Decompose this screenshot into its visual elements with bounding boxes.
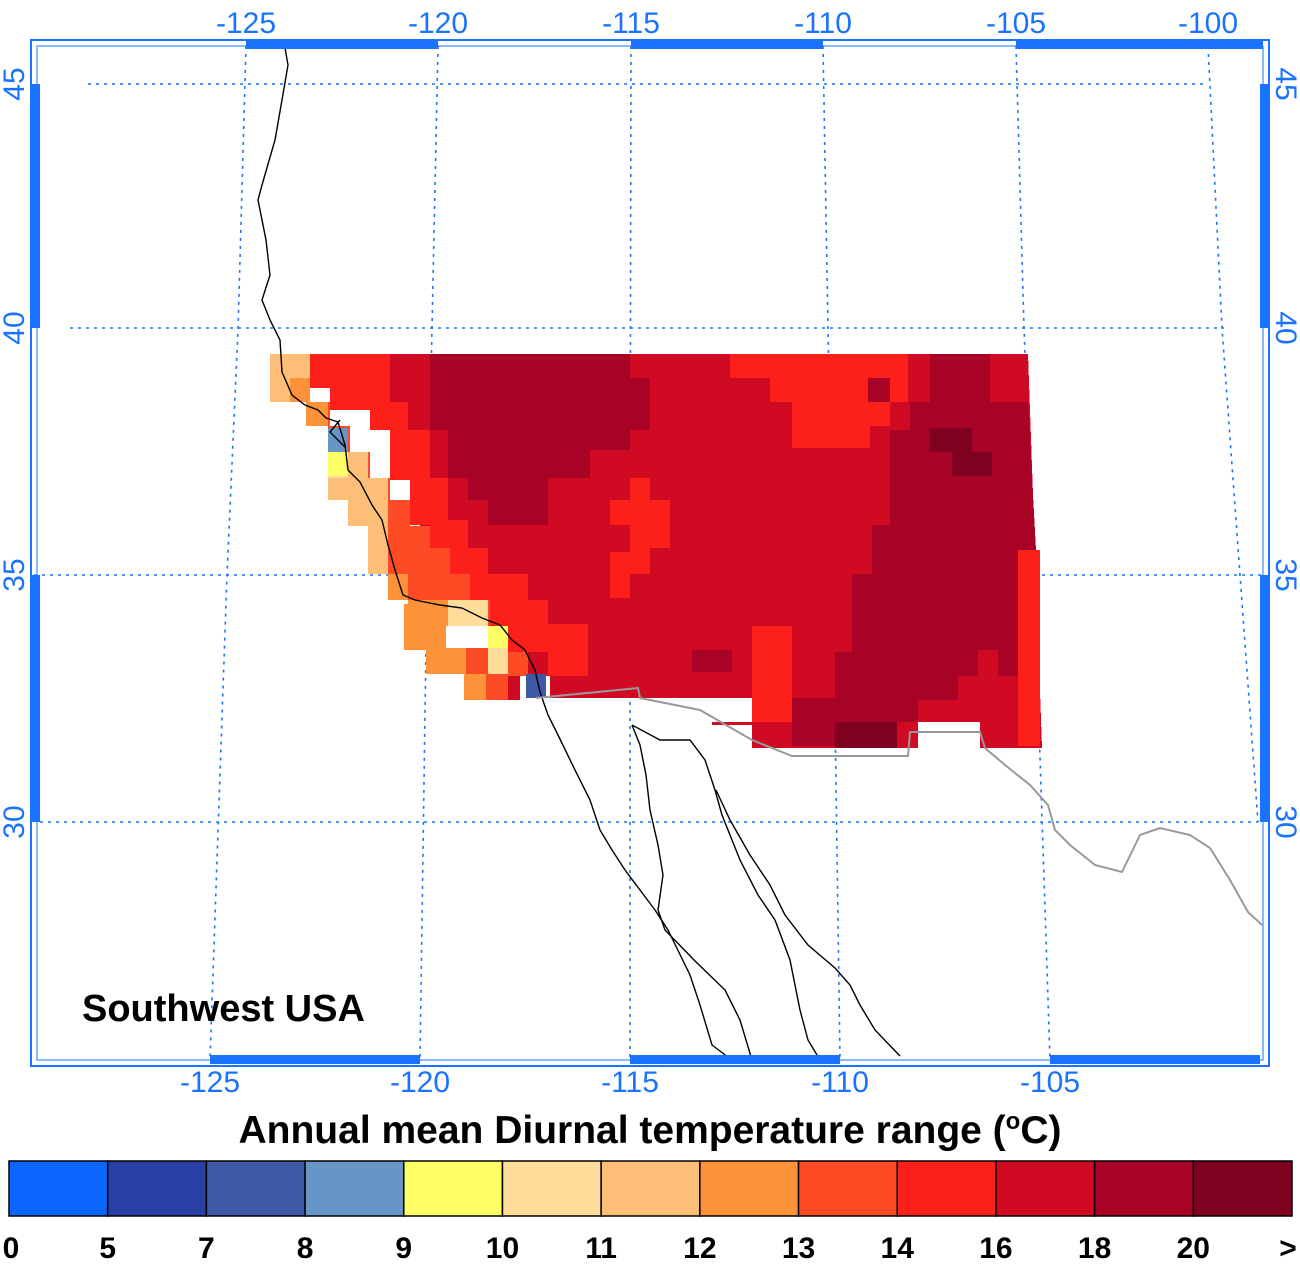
lat-tick-left: 45	[0, 67, 31, 100]
colorbar-swatch	[699, 1160, 800, 1217]
colorbar-tick-label: 12	[683, 1232, 717, 1265]
cell-region-20-plus	[692, 650, 732, 672]
colorbar-tick-label: 16	[979, 1232, 1013, 1265]
cell-region-9-10	[328, 452, 348, 476]
coastline	[715, 789, 901, 1057]
cell-region-16-18	[1018, 550, 1040, 746]
colorbar-swatch	[8, 1160, 109, 1217]
lon-tick-top: -120	[408, 7, 468, 40]
coastline	[631, 724, 753, 1061]
colorbar-swatch	[1093, 1160, 1195, 1217]
lat-tick-right: 30	[1269, 805, 1300, 838]
colorbar-swatch	[600, 1160, 701, 1217]
colorbar-swatch	[995, 1160, 1096, 1217]
colorbar-tick-label: 7	[198, 1232, 215, 1265]
colorbar-tick-label: 8	[296, 1232, 314, 1265]
colorbar-tick-label: 9	[395, 1232, 413, 1265]
lat-tick-left: 40	[0, 311, 31, 344]
lon-tick-top: -105	[986, 7, 1046, 40]
colorbar-title-prefix: Annual mean Diurnal temperature range (	[238, 1109, 1006, 1152]
lat-tick-right: 45	[1269, 67, 1300, 100]
temperature-grid	[270, 354, 1042, 750]
cell-region-20-plus	[792, 698, 836, 746]
colorbar-tick-label: 18	[1077, 1232, 1112, 1265]
cell-region-missing	[712, 698, 752, 722]
cell-region-16-18	[752, 626, 792, 722]
colorbar-tick-label: 13	[781, 1232, 816, 1265]
lon-tick-bottom: -105	[1020, 1066, 1080, 1099]
colorbar-swatch	[896, 1160, 997, 1217]
cell-region-13-14	[464, 674, 486, 700]
colorbar-tick-label: >	[1279, 1232, 1297, 1265]
cell-region-13-14	[404, 604, 448, 650]
cell-region-12-13	[348, 452, 368, 526]
lon-tick-bottom: -120	[390, 1066, 450, 1099]
colorbar-swatch	[1192, 1160, 1293, 1217]
colorbar-tick-label: 10	[485, 1232, 520, 1265]
cell-region-16-18	[730, 354, 908, 448]
cell-region-12-13	[290, 354, 310, 378]
lat-tick-left: 35	[0, 558, 31, 591]
axis-ticks	[31, 40, 1269, 1064]
coastline	[257, 47, 733, 1061]
colorbar	[8, 1160, 1293, 1217]
coastline	[631, 724, 821, 1061]
coastline	[329, 419, 347, 449]
colorbar-tick-label: 11	[585, 1232, 617, 1265]
colorbar-tick-label: 5	[99, 1232, 117, 1265]
country-border	[535, 686, 1263, 926]
region-label: Southwest USA	[82, 988, 365, 1030]
colorbar-swatch	[501, 1160, 602, 1217]
cell-region-13-14	[290, 378, 328, 426]
cell-region-9-10	[488, 626, 508, 648]
cell-region-7-8	[526, 674, 546, 698]
cell-region-over-20	[930, 428, 972, 452]
lon-tick-top: -100	[1178, 7, 1238, 40]
cell-region-16-18	[610, 478, 670, 598]
cell-region-13-14	[426, 648, 466, 674]
cell-region-12-13	[328, 478, 348, 500]
cell-region-11-12	[448, 600, 488, 626]
colorbar-tick-label: 0	[2, 1232, 20, 1265]
map-figure: -125 -120 -115 -110 -105 -100 -125 -120 …	[0, 7, 1300, 1099]
lon-tick-bottom: -115	[601, 1066, 659, 1099]
colorbar-tick-label: 14	[880, 1232, 914, 1265]
lon-tick-bottom: -125	[180, 1066, 240, 1099]
cell-region-12-13	[270, 354, 290, 402]
cell-region-over-20	[835, 722, 897, 748]
lon-tick-top: -125	[216, 7, 276, 40]
cell-region-missing	[446, 626, 488, 648]
colorbar-title-degree: o	[1005, 1108, 1021, 1135]
cell-region-16-18	[310, 354, 588, 676]
lon-tick-bottom: -110	[811, 1066, 869, 1099]
colorbar-swatch	[797, 1160, 898, 1217]
colorbar-tick-label: 20	[1176, 1232, 1210, 1265]
colorbar-swatch	[106, 1160, 208, 1217]
cell-region-over-20	[952, 452, 992, 476]
lat-tick-right: 35	[1269, 558, 1300, 591]
colorbar-swatch	[403, 1160, 504, 1217]
lat-tick-left: 30	[0, 805, 31, 838]
colorbar-swatch	[304, 1160, 405, 1217]
cell-region-20-plus	[835, 354, 1036, 722]
cell-region-missing	[918, 722, 980, 750]
colorbar-swatch	[205, 1160, 306, 1217]
cell-region-12-13	[368, 478, 388, 574]
colorbar-title: Annual mean Diurnal temperature range (o…	[0, 1108, 1300, 1153]
colorbar-title-suffix: C)	[1020, 1109, 1062, 1152]
lon-tick-top: -115	[602, 7, 660, 40]
cell-region-11-12	[488, 648, 508, 674]
lat-tick-right: 40	[1269, 311, 1300, 344]
cell-region-20-plus	[430, 354, 650, 525]
cell-region-20-plus	[868, 378, 890, 402]
lon-tick-top: -110	[794, 7, 852, 40]
